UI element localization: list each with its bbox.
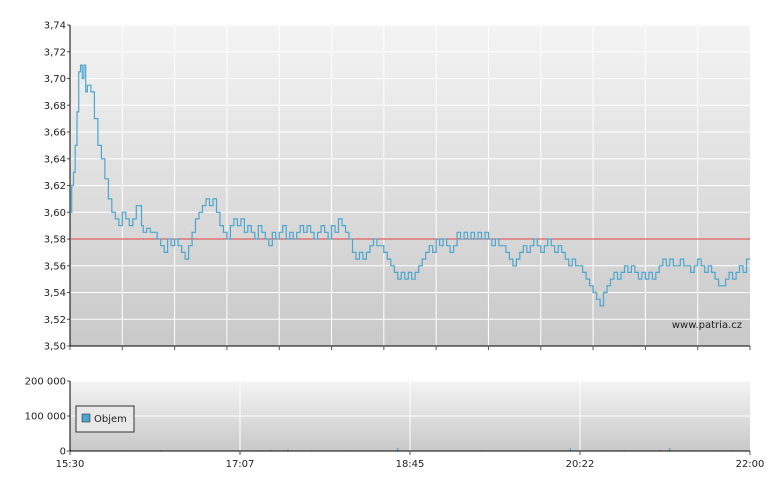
legend-swatch xyxy=(82,414,90,422)
x-axis: 15:30 17:07 18:45 20:22 22:00 xyxy=(56,451,765,470)
x-tick-label: 15:30 xyxy=(56,459,85,470)
x-tick-label: 18:45 xyxy=(396,459,425,470)
price-y-tick-label: 3,62 xyxy=(44,181,66,192)
price-y-tick-label: 3,54 xyxy=(44,288,66,299)
price-y-tick-label: 3,64 xyxy=(44,154,66,165)
price-y-tick-label: 3,72 xyxy=(44,47,66,58)
legend-label: Objem xyxy=(94,414,127,425)
price-y-tick-label: 3,58 xyxy=(44,235,66,246)
volume-panel: 0 100 000 200 000 Objem xyxy=(25,377,750,458)
price-y-tick-label: 3,60 xyxy=(44,208,66,219)
price-y-tick-label: 3,52 xyxy=(44,315,66,326)
watermark: www.patria.cz xyxy=(672,320,742,331)
volume-y-tick-label: 100 000 xyxy=(25,412,66,423)
volume-legend: Objem xyxy=(76,406,134,432)
volume-y-tick-label: 0 xyxy=(60,447,66,458)
x-tick-label: 22:00 xyxy=(736,459,765,470)
x-tick-label: 17:07 xyxy=(226,459,255,470)
price-y-tick-label: 3,74 xyxy=(44,21,66,32)
price-y-tick-label: 3,56 xyxy=(44,261,66,272)
price-y-tick-label: 3,68 xyxy=(44,101,66,112)
x-tick-label: 20:22 xyxy=(566,459,595,470)
price-y-tick-label: 3,50 xyxy=(44,342,66,353)
volume-y-tick-label: 200 000 xyxy=(25,377,66,388)
price-panel: 3,50 3,52 3,54 3,56 3,58 3,60 3,62 3,64 3,66 3,68… xyxy=(44,21,750,353)
price-y-tick-label: 3,70 xyxy=(44,74,66,85)
price-y-tick-label: 3,66 xyxy=(44,128,66,139)
